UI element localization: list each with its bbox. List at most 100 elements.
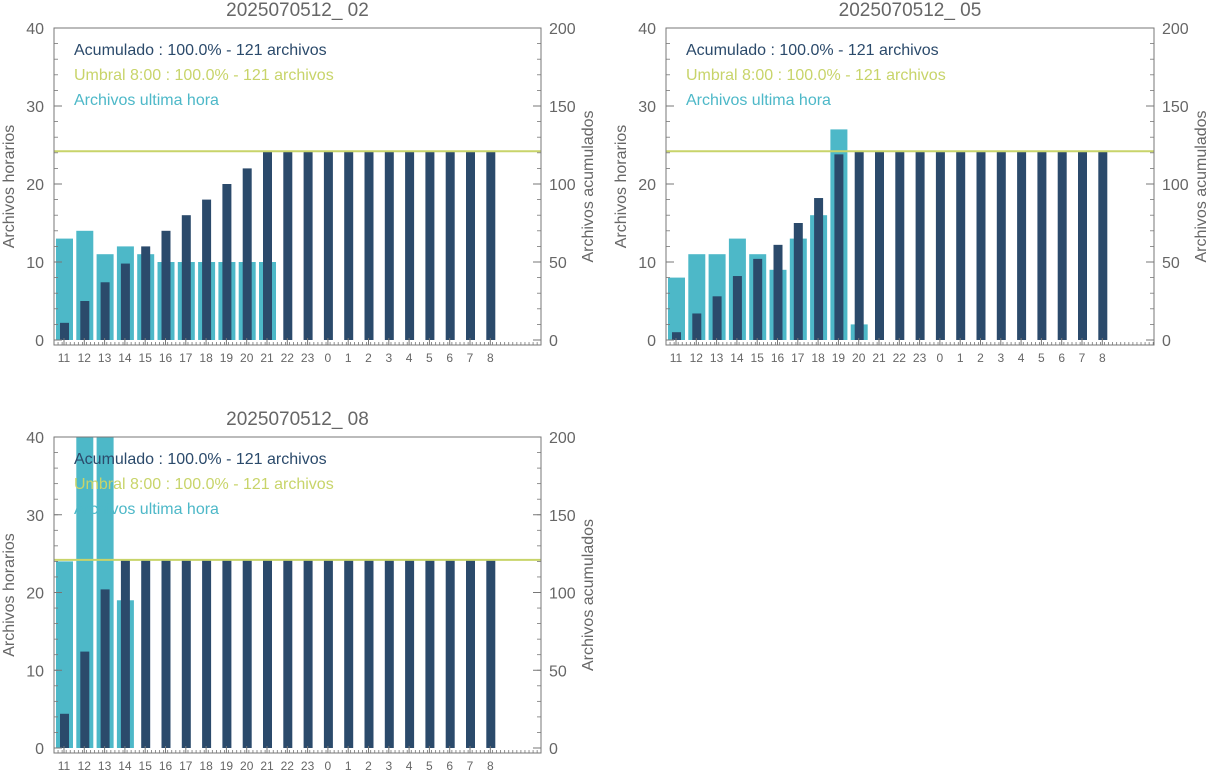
cumulative-bar [445, 151, 455, 340]
cumulative-bar [814, 198, 824, 340]
plot-frame [53, 436, 542, 754]
x-tick-label: 12 [78, 759, 92, 771]
cumulative-bar [344, 559, 354, 748]
x-tick-label: 21 [260, 351, 274, 365]
plot-frame [53, 27, 542, 346]
x-tick-label: 0 [325, 351, 332, 365]
cumulative-bar [935, 151, 945, 340]
cumulative-bar [202, 199, 212, 340]
y-left-tick-label: 40 [638, 21, 656, 38]
x-tick-label: 21 [872, 351, 886, 365]
x-tick-label: 1 [957, 351, 964, 365]
cumulative-bar [976, 151, 986, 340]
x-tick-label: 0 [937, 351, 944, 365]
cumulative-bar [466, 151, 475, 340]
y-right-tick-label: 150 [1162, 99, 1189, 116]
y-right-tick-label: 150 [549, 508, 576, 525]
cumulative-bar [344, 151, 354, 340]
cumulative-bar [161, 230, 171, 340]
legend-threshold: Umbral 8:00 : 100.0% - 121 archivos [686, 67, 946, 84]
y-left-tick-label: 10 [26, 255, 44, 272]
x-tick-label: 6 [1058, 351, 1065, 365]
hourly-bar [56, 238, 73, 340]
cumulative-bar [100, 282, 110, 340]
x-tick-label: 5 [426, 759, 433, 771]
y-left-tick-label: 30 [638, 99, 656, 116]
y-right-axis-label: Archivos acumulados [580, 110, 597, 262]
cumulative-bar [202, 559, 212, 748]
chart-title: 2025070512_ 08 [226, 409, 369, 430]
cumulative-bar [283, 151, 293, 340]
y-left-tick-label: 20 [26, 177, 44, 194]
legend-hourly: Archivos ultima hora [686, 92, 831, 109]
y-left-axis-label: Archivos horarios [1, 533, 18, 657]
cumulative-bar [80, 651, 90, 748]
cumulative-bar [486, 151, 496, 340]
y-left-tick-label: 20 [26, 586, 44, 603]
x-tick-label: 18 [199, 759, 213, 771]
y-right-tick-label: 150 [549, 99, 576, 116]
hourly-bar [56, 561, 73, 748]
cumulative-bar [80, 301, 90, 340]
x-tick-label: 22 [281, 351, 295, 365]
cumulative-bar [263, 559, 272, 748]
cumulative-bar [732, 276, 742, 340]
y-right-tick-label: 50 [1162, 255, 1180, 272]
cumulative-bar [323, 559, 333, 748]
chart-title: 2025070512_ 05 [839, 0, 982, 21]
x-tick-label: 17 [179, 759, 193, 771]
x-tick-label: 8 [487, 351, 494, 365]
x-tick-label: 11 [58, 759, 71, 771]
x-tick-label: 19 [220, 759, 234, 771]
cumulative-bar [181, 215, 191, 340]
y-right-tick-label: 0 [549, 333, 558, 350]
y-right-axis-label: Archivos acumulados [1193, 110, 1206, 262]
x-tick-label: 3 [385, 759, 392, 771]
x-tick-label: 6 [446, 759, 453, 771]
x-tick-label: 2 [365, 351, 372, 365]
legend-cumulative: Acumulado : 100.0% - 121 archivos [74, 451, 327, 468]
x-tick-label: 22 [281, 759, 295, 771]
cumulative-bar [1078, 151, 1087, 340]
cumulative-bar [364, 151, 374, 340]
y-right-tick-label: 50 [549, 255, 567, 272]
x-tick-label: 11 [58, 351, 71, 365]
x-tick-label: 5 [1038, 351, 1045, 365]
x-tick-label: 13 [98, 759, 112, 771]
legend-hourly: Archivos ultima hora [74, 92, 219, 109]
y-left-axis-label: Archivos horarios [613, 125, 630, 249]
cumulative-bar [1037, 151, 1047, 340]
cumulative-bar [753, 258, 763, 340]
cumulative-bar [303, 151, 313, 340]
y-right-tick-label: 50 [549, 663, 567, 680]
x-tick-label: 23 [301, 351, 315, 365]
x-tick-label: 7 [467, 759, 474, 771]
legend-cumulative: Acumulado : 100.0% - 121 archivos [686, 42, 939, 59]
x-tick-label: 15 [139, 351, 153, 365]
x-tick-label: 13 [710, 351, 724, 365]
cumulative-bar [915, 151, 925, 340]
y-left-tick-label: 30 [26, 99, 44, 116]
x-tick-label: 3 [997, 351, 1004, 365]
x-tick-label: 11 [670, 351, 683, 365]
cumulative-bar [712, 296, 722, 340]
cumulative-bar [60, 322, 69, 340]
y-left-tick-label: 30 [26, 508, 44, 525]
cumulative-bar [1057, 151, 1067, 340]
x-tick-label: 12 [78, 351, 92, 365]
x-tick-label: 14 [730, 351, 744, 365]
x-tick-label: 7 [1079, 351, 1086, 365]
x-tick-label: 23 [301, 759, 315, 771]
x-tick-label: 19 [220, 351, 234, 365]
cumulative-bar [895, 151, 905, 340]
cumulative-bar [242, 559, 252, 748]
cumulative-bar [486, 559, 496, 748]
cumulative-bar [956, 151, 966, 340]
cumulative-bar [773, 244, 783, 340]
cumulative-bar [120, 559, 130, 748]
x-tick-label: 21 [260, 759, 274, 771]
x-tick-label: 8 [1099, 351, 1106, 365]
cumulative-bar [283, 559, 293, 748]
x-tick-label: 18 [199, 351, 213, 365]
